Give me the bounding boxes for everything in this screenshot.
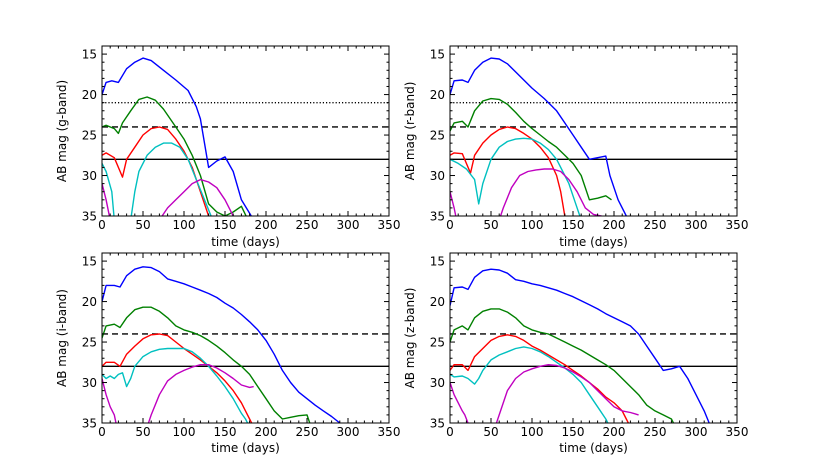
x-tick-label: 50: [483, 425, 498, 439]
y-tick-label: 30: [430, 169, 445, 183]
series-line-red: [450, 126, 566, 216]
series-line-blue: [450, 268, 710, 423]
panel-r-band: AB mag (r-band) time (days) 0 50 100 150 200…: [403, 45, 749, 249]
y-tick-label: 20: [82, 88, 97, 102]
axes-frame: [449, 45, 738, 217]
series-group: [450, 268, 710, 423]
plot-area: 0 50 100 150 200 250 300 350 15 20 25 30 35: [82, 45, 401, 232]
x-tick-label: 350: [378, 218, 401, 232]
series-line-cyan: [450, 137, 581, 216]
x-tick-label: 200: [603, 218, 626, 232]
x-tick-label: 200: [255, 218, 278, 232]
y-tick-label: 35: [82, 210, 97, 224]
series-line-blue: [450, 57, 628, 216]
series-line-cyan: [102, 142, 212, 216]
y-tick-label: 20: [82, 295, 97, 309]
y-axis-label: AB mag (r-band): [403, 82, 417, 181]
x-axis-label: time (days): [559, 441, 628, 455]
y-tick-label: 25: [82, 336, 97, 350]
x-tick-label: 100: [173, 218, 196, 232]
x-tick-label: 150: [214, 218, 237, 232]
y-tick-label: 15: [82, 255, 97, 269]
panel-z-band: AB mag (z-band) time (days) 0 50 100 150 200…: [403, 252, 749, 455]
series-group: [102, 266, 341, 423]
x-tick-label: 300: [337, 425, 360, 439]
x-tick-label: 100: [521, 218, 544, 232]
y-tick-label: 35: [82, 417, 97, 431]
x-tick-label: 100: [521, 425, 544, 439]
x-tick-label: 100: [173, 425, 196, 439]
x-tick-label: 350: [378, 425, 401, 439]
y-tick-label: 20: [430, 88, 445, 102]
series-line-magenta: [450, 364, 639, 423]
series-line-blue: [102, 266, 341, 423]
x-tick-label: 0: [446, 218, 454, 232]
x-tick-label: 350: [726, 218, 749, 232]
series-group: [102, 57, 253, 216]
x-tick-label: 0: [98, 425, 106, 439]
panel-i-band: AB mag (i-band) time (days) 0 50 100 150 200…: [55, 252, 401, 455]
y-tick-label: 25: [430, 129, 445, 143]
x-axis-label: time (days): [211, 441, 280, 455]
x-tick-label: 250: [296, 425, 319, 439]
axes-frame: [101, 45, 390, 217]
series-line-green: [450, 97, 612, 201]
x-axis-label: time (days): [559, 235, 628, 249]
y-tick-label: 30: [430, 376, 445, 390]
x-tick-label: 150: [562, 425, 585, 439]
x-tick-label: 250: [644, 425, 667, 439]
x-tick-label: 200: [603, 425, 626, 439]
plot-area: 0 50 100 150 200 250 300 350 15 20 25 30 35: [430, 45, 749, 232]
series-line-magenta: [102, 364, 254, 423]
y-tick-label: 25: [82, 129, 97, 143]
y-tick-label: 30: [82, 376, 97, 390]
x-tick-label: 150: [562, 218, 585, 232]
plot-area: 0 50 100 150 200 250 300 350 15 20 25 30 35: [82, 252, 401, 439]
y-axis-label: AB mag (g-band): [55, 80, 69, 182]
series-group: [450, 57, 628, 216]
x-tick-label: 0: [446, 425, 454, 439]
y-tick-label: 15: [430, 48, 445, 62]
series-line-green: [102, 96, 247, 216]
y-axis-label: AB mag (z-band): [403, 288, 417, 389]
x-tick-label: 200: [255, 425, 278, 439]
x-tick-label: 50: [483, 218, 498, 232]
x-axis-label: time (days): [211, 235, 280, 249]
axes-frame: [101, 252, 390, 424]
series-line-red: [450, 334, 630, 423]
series-line-blue: [102, 57, 253, 216]
axes-frame: [449, 252, 738, 424]
y-tick-label: 25: [430, 336, 445, 350]
series-line-magenta: [102, 178, 235, 216]
series-line-cyan: [450, 346, 609, 423]
y-tick-label: 35: [430, 210, 445, 224]
x-tick-label: 250: [296, 218, 319, 232]
y-tick-label: 35: [430, 417, 445, 431]
series-line-green: [450, 308, 675, 423]
y-tick-label: 15: [82, 48, 97, 62]
x-tick-label: 300: [685, 218, 708, 232]
x-tick-label: 300: [337, 218, 360, 232]
x-tick-label: 350: [726, 425, 749, 439]
panel-g-band: AB mag (g-band) time (days) 0 50 100 150 200…: [55, 45, 401, 249]
series-line-magenta: [450, 168, 602, 216]
series-line-cyan: [102, 347, 249, 423]
x-tick-label: 0: [98, 218, 106, 232]
y-tick-label: 30: [82, 169, 97, 183]
series-line-red: [102, 333, 253, 423]
x-tick-label: 300: [685, 425, 708, 439]
x-tick-label: 50: [135, 425, 150, 439]
y-axis-label: AB mag (i-band): [55, 289, 69, 387]
plot-area: 0 50 100 150 200 250 300 350 15 20 25 30 35: [430, 252, 749, 439]
x-tick-label: 150: [214, 425, 237, 439]
series-line-red: [102, 126, 210, 216]
series-line-green: [102, 306, 311, 423]
x-tick-label: 250: [644, 218, 667, 232]
y-tick-label: 20: [430, 295, 445, 309]
x-tick-label: 50: [135, 218, 150, 232]
y-tick-label: 15: [430, 255, 445, 269]
